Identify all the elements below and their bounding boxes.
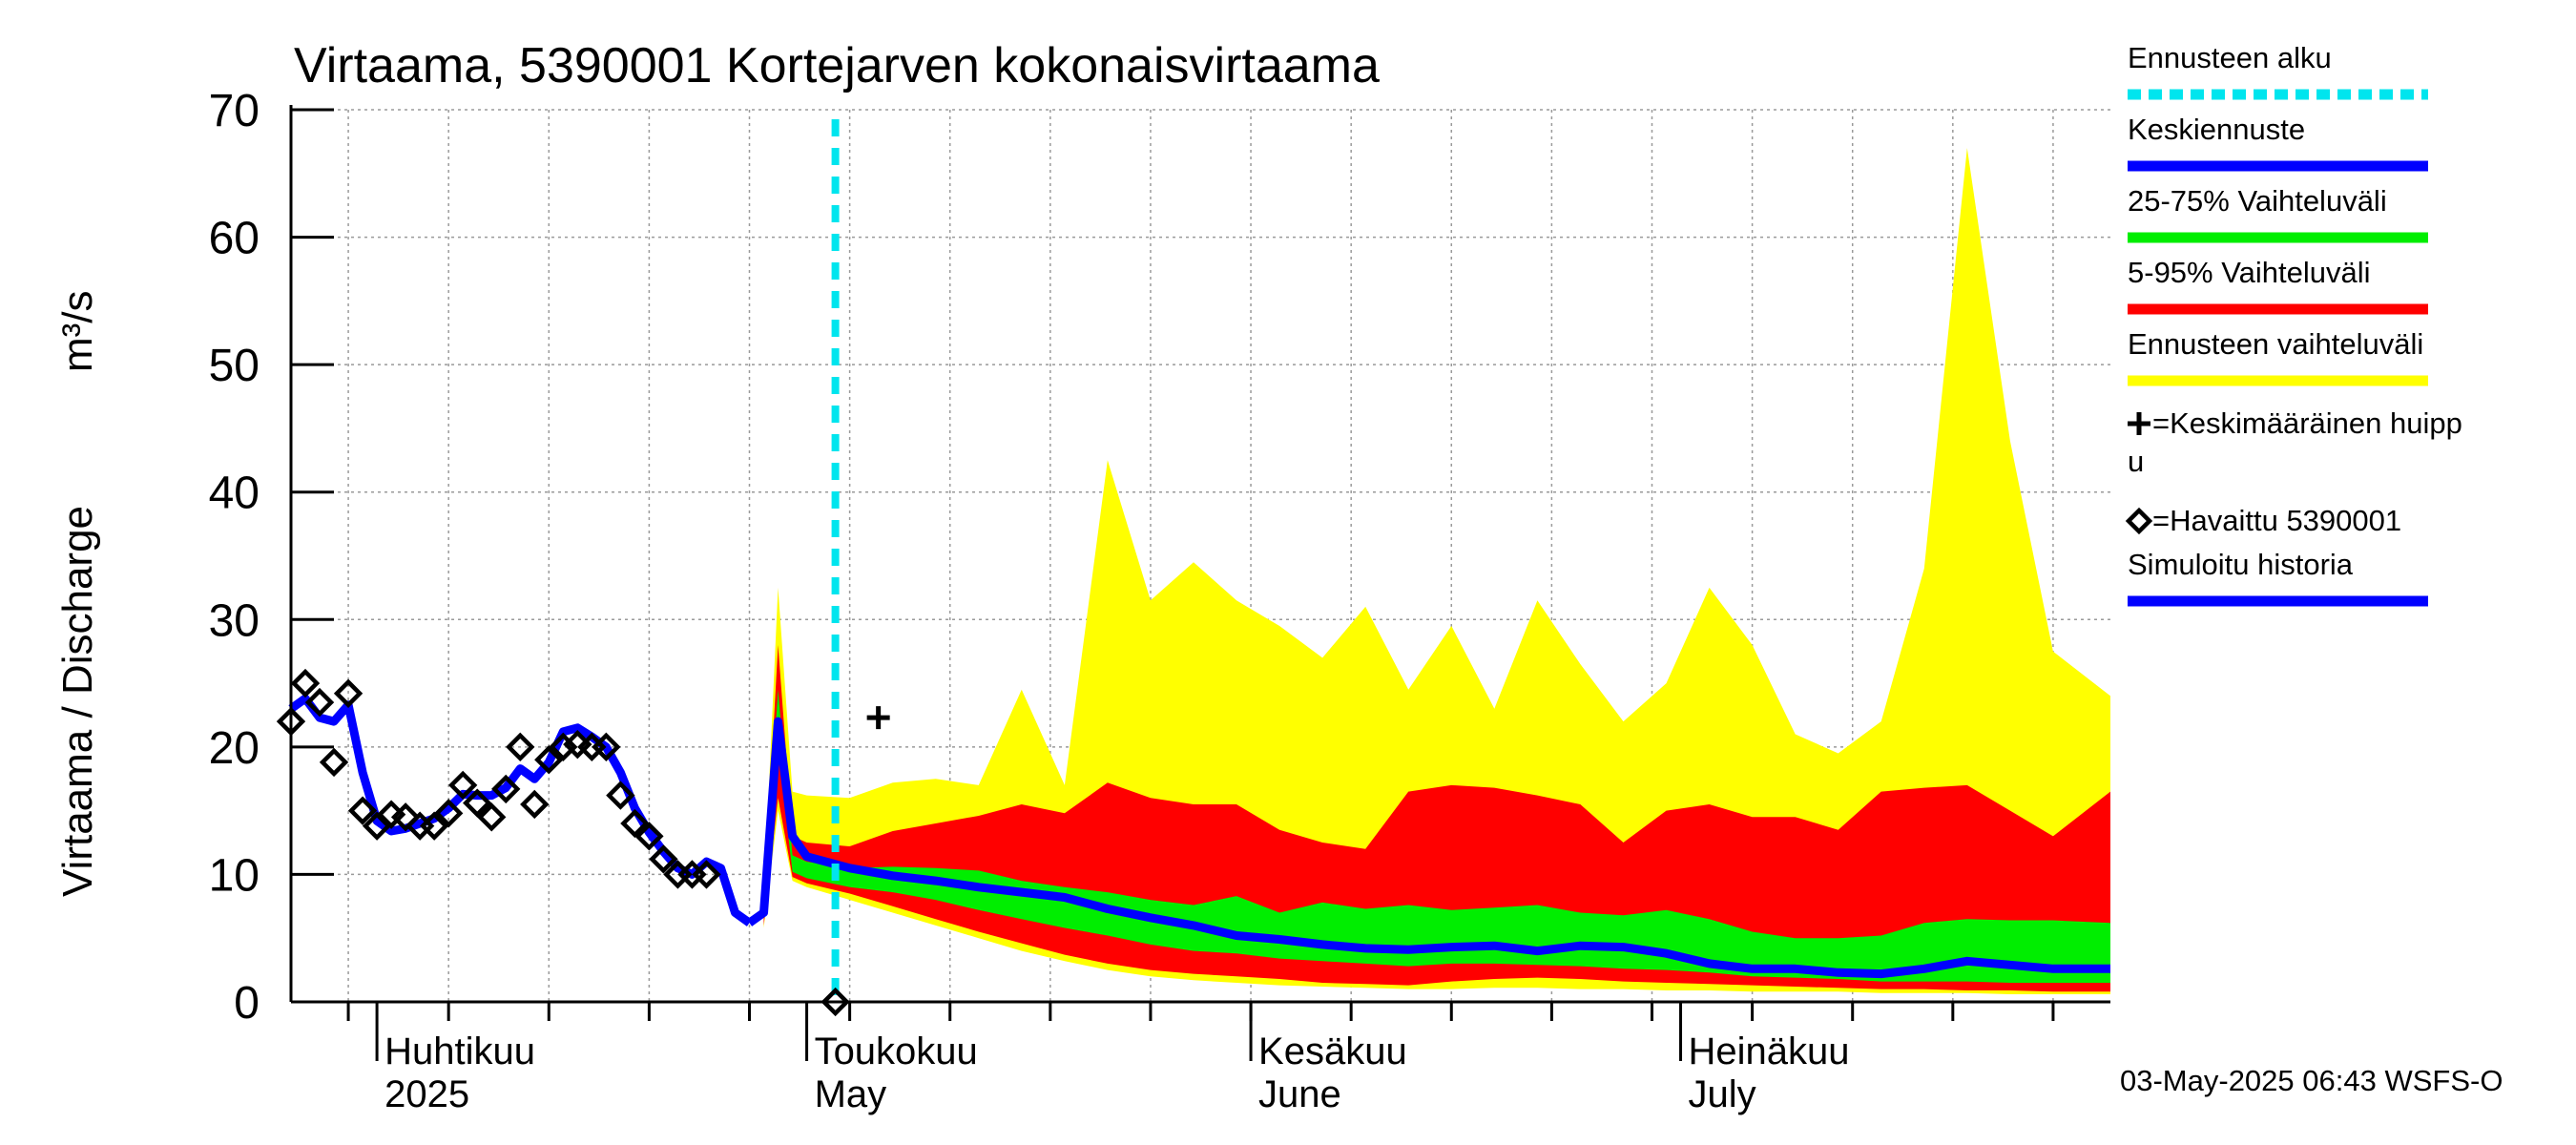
observed-point: [448, 770, 478, 801]
observed-point: [821, 987, 850, 1017]
band-full-range: [763, 148, 2110, 995]
legend-label: =Havaittu 5390001: [2152, 504, 2401, 537]
simulated-history-line: [288, 694, 753, 926]
month-label-en: June: [1258, 1073, 1341, 1115]
month-label: Heinäkuu: [1689, 1030, 1850, 1072]
footer-timestamp: 03-May-2025 06:43 WSFS-O: [2120, 1064, 2503, 1097]
observed-point: [520, 789, 550, 820]
median-forecast-line: [746, 717, 2110, 979]
observed-point: [692, 860, 721, 889]
legend: Ennusteen alku Keskiennuste 25-75% Vaihtel…: [2125, 41, 2462, 607]
chart-title: Virtaama, 5390001 Kortejarven kokonaisvi…: [294, 38, 1380, 94]
observed-point: [649, 844, 678, 874]
y-tick-label: 30: [209, 595, 260, 646]
observed-point: [634, 822, 664, 851]
observed-point: [606, 781, 635, 810]
observed-point: [534, 745, 564, 775]
month-label: Kesäkuu: [1258, 1030, 1407, 1072]
legend-label: Ennusteen vaihteluväli: [2128, 327, 2423, 361]
legend-label-cont: u: [2128, 445, 2144, 478]
observed-point: [620, 808, 650, 839]
legend-label: Simuloitu historia: [2128, 548, 2354, 581]
observed-point: [491, 774, 521, 804]
month-label: Huhtikuu: [384, 1030, 535, 1072]
observed-point: [333, 678, 364, 708]
legend-label: Ennusteen alku: [2128, 41, 2332, 74]
observed-point: [390, 802, 421, 832]
y-tick-label: 0: [234, 978, 260, 1029]
observed-point: [290, 668, 321, 698]
y-tick-label: 20: [209, 723, 260, 774]
legend-observed-symbol: [2125, 507, 2153, 535]
y-tick-label: 10: [209, 850, 260, 901]
observed-point: [592, 732, 621, 762]
observed-point: [433, 799, 464, 828]
month-label: Toukokuu: [815, 1030, 978, 1072]
y-axis-label: Virtaama / Discharge: [54, 506, 101, 897]
legend-label: 25-75% Vaihteluväli: [2128, 184, 2387, 218]
y-tick-label: 70: [209, 86, 260, 136]
month-label-en: 2025: [384, 1073, 469, 1115]
y-tick-label: 60: [209, 214, 260, 264]
observed-point: [506, 732, 535, 762]
observed-point: [549, 732, 578, 762]
observed-point: [347, 796, 378, 825]
legend-peak-symbol: [2128, 412, 2150, 435]
markers: [276, 668, 890, 1017]
mean-peak-marker: [866, 706, 890, 730]
observed-point: [463, 788, 492, 818]
y-axis-unit: m³/s: [54, 290, 101, 372]
observed-point: [304, 687, 335, 718]
observed-point: [319, 747, 349, 778]
forecast-bands: [763, 148, 2110, 995]
y-tick-label: 40: [209, 468, 260, 519]
legend-label: Keskiennuste: [2128, 113, 2305, 146]
month-label-en: July: [1689, 1073, 1756, 1115]
observed-point: [419, 811, 449, 841]
legend-label: 5-95% Vaihteluväli: [2128, 256, 2370, 289]
month-label-en: May: [815, 1073, 887, 1115]
observed-point: [477, 802, 507, 832]
legend-label: =Keskimääräinen huipp: [2152, 406, 2462, 440]
y-tick-label: 50: [209, 341, 260, 391]
